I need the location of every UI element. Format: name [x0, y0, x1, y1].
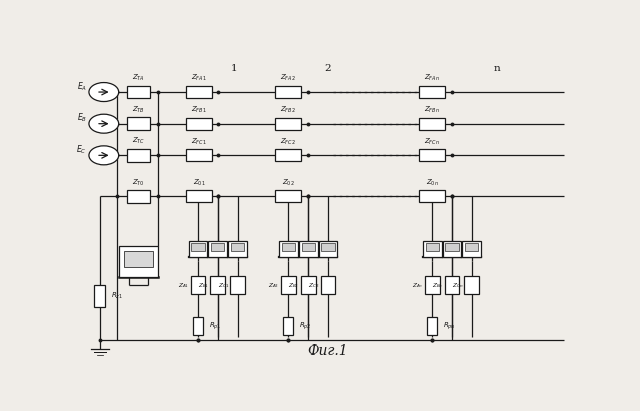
Text: $E_A$: $E_A$ — [77, 80, 87, 92]
Text: $Z_{TC}$: $Z_{TC}$ — [132, 136, 145, 146]
Bar — [124, 251, 153, 267]
Text: $Z_{FAn}$: $Z_{FAn}$ — [424, 73, 440, 83]
Bar — [419, 149, 445, 162]
Text: 1: 1 — [230, 64, 237, 73]
Text: $Z_{FBn}$: $Z_{FBn}$ — [424, 105, 440, 115]
Bar — [275, 149, 301, 162]
Circle shape — [89, 146, 118, 165]
Bar — [193, 317, 203, 335]
Bar — [282, 243, 295, 252]
Bar — [281, 276, 296, 294]
Bar — [94, 285, 106, 307]
Text: $Z_{FA2}$: $Z_{FA2}$ — [280, 73, 296, 83]
Text: $Z_{C1}$: $Z_{C1}$ — [218, 281, 229, 289]
Text: $E_C$: $E_C$ — [76, 143, 87, 156]
Bar — [275, 190, 301, 203]
Text: $Z_{T0}$: $Z_{T0}$ — [132, 178, 145, 187]
Text: $Z_{Cn}$: $Z_{Cn}$ — [452, 281, 463, 289]
Text: $Z_{Bn}$: $Z_{Bn}$ — [432, 281, 443, 289]
Bar — [191, 243, 205, 252]
Bar — [186, 190, 212, 203]
Bar — [127, 190, 150, 203]
Bar — [419, 86, 445, 98]
Text: $Z_{FB1}$: $Z_{FB1}$ — [191, 105, 207, 115]
Text: $Z_{FCn}$: $Z_{FCn}$ — [424, 136, 440, 147]
Text: Фиг.1: Фиг.1 — [308, 344, 348, 358]
Bar — [127, 149, 150, 162]
Bar — [284, 317, 293, 335]
Text: $Z_{FC1}$: $Z_{FC1}$ — [191, 136, 207, 147]
Bar — [299, 241, 317, 256]
Bar — [211, 243, 225, 252]
Bar — [118, 245, 158, 277]
Bar — [127, 86, 150, 98]
Bar — [186, 86, 212, 98]
Bar — [191, 276, 205, 294]
Text: n: n — [493, 64, 500, 73]
Text: $R_{pn}$: $R_{pn}$ — [443, 321, 456, 332]
Bar — [127, 118, 150, 130]
Bar — [186, 149, 212, 162]
Bar — [321, 276, 335, 294]
Bar — [445, 276, 460, 294]
Text: $R_{p2}$: $R_{p2}$ — [300, 321, 312, 332]
Bar — [443, 241, 461, 256]
Text: $Z_{0n}$: $Z_{0n}$ — [426, 178, 438, 188]
Text: $E_B$: $E_B$ — [77, 112, 87, 124]
Bar — [211, 276, 225, 294]
Text: $Z_{FB2}$: $Z_{FB2}$ — [280, 105, 296, 115]
Bar — [209, 241, 227, 256]
Bar — [463, 241, 481, 256]
Bar — [419, 190, 445, 203]
Text: 2: 2 — [324, 64, 332, 73]
Bar — [189, 241, 207, 256]
Text: $Z_{A1}$: $Z_{A1}$ — [178, 281, 189, 289]
Bar — [275, 118, 301, 130]
Bar — [465, 276, 479, 294]
Bar — [186, 118, 212, 130]
Text: $Z_{B1}$: $Z_{B1}$ — [198, 281, 209, 289]
Text: $Z_{02}$: $Z_{02}$ — [282, 178, 294, 188]
Text: $Z_{TB}$: $Z_{TB}$ — [132, 105, 145, 115]
Bar — [425, 276, 440, 294]
Bar — [301, 243, 315, 252]
Bar — [301, 276, 316, 294]
Bar — [275, 86, 301, 98]
Bar — [423, 241, 442, 256]
Text: $R_{p1}$: $R_{p1}$ — [209, 321, 221, 332]
Bar — [426, 243, 439, 252]
Bar — [230, 276, 245, 294]
Text: $Z_{C2}$: $Z_{C2}$ — [308, 281, 319, 289]
Bar — [321, 243, 335, 252]
Text: $Z_{A2}$: $Z_{A2}$ — [268, 281, 280, 289]
Bar — [228, 241, 247, 256]
Text: $Z_{B2}$: $Z_{B2}$ — [288, 281, 300, 289]
Bar — [465, 243, 479, 252]
Bar — [419, 118, 445, 130]
Text: $Z_{FC2}$: $Z_{FC2}$ — [280, 136, 296, 147]
Bar — [428, 317, 437, 335]
Bar — [319, 241, 337, 256]
Text: $Z_{An}$: $Z_{An}$ — [412, 281, 423, 289]
Bar — [231, 243, 244, 252]
Bar — [445, 243, 459, 252]
Text: $R_{z1}$: $R_{z1}$ — [111, 291, 124, 301]
Circle shape — [89, 83, 118, 102]
Circle shape — [89, 114, 118, 133]
Text: $Z_{01}$: $Z_{01}$ — [193, 178, 205, 188]
Text: $Z_{FA1}$: $Z_{FA1}$ — [191, 73, 207, 83]
Bar — [279, 241, 298, 256]
Text: $Z_{TA}$: $Z_{TA}$ — [132, 73, 145, 83]
